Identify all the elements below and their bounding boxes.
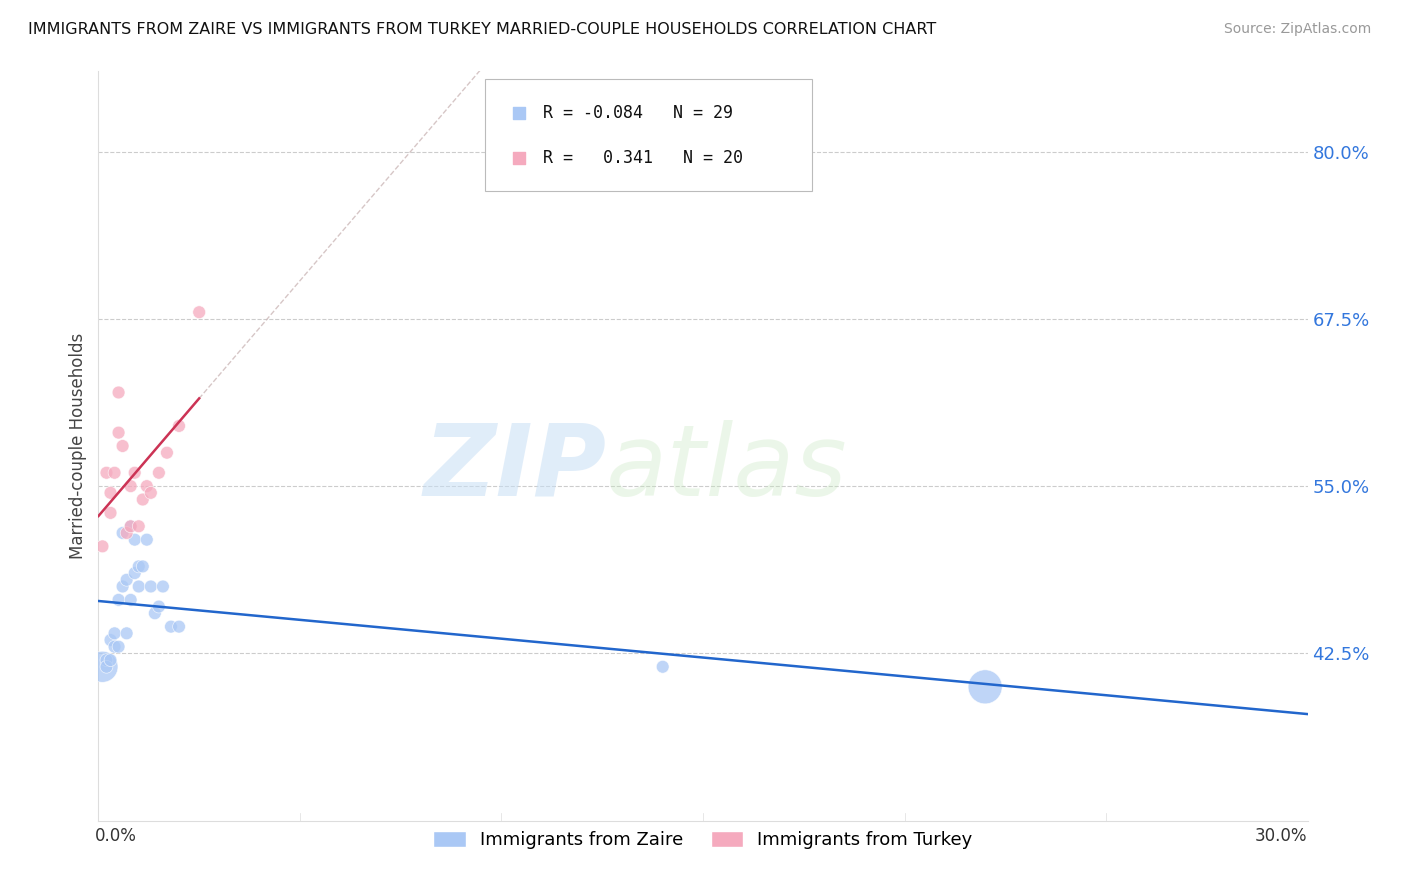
Point (148, 466, 170, 480)
Point (974, 680, 997, 694)
Point (100, 633, 122, 648)
Point (148, 599, 170, 614)
Point (103, 626, 125, 640)
Point (107, 640, 129, 654)
Point (132, 492, 155, 507)
Point (103, 466, 125, 480)
Point (96, 653, 118, 667)
Point (103, 640, 125, 654)
Point (120, 479, 142, 493)
Text: 30.0%: 30.0% (1256, 828, 1308, 846)
Point (156, 446, 179, 460)
Point (128, 559, 150, 574)
Text: Source: ZipAtlas.com: Source: ZipAtlas.com (1223, 22, 1371, 37)
Point (139, 580, 162, 594)
Point (100, 506, 122, 520)
Point (107, 425, 129, 440)
Point (128, 519, 150, 533)
Point (124, 466, 146, 480)
Text: R =   0.341   N = 20: R = 0.341 N = 20 (543, 149, 744, 167)
Point (120, 593, 142, 607)
Point (188, 305, 211, 319)
Point (111, 526, 134, 541)
Point (120, 519, 142, 533)
Point (115, 526, 138, 541)
Point (120, 519, 142, 533)
Point (100, 653, 122, 667)
Point (96, 660, 118, 674)
Point (135, 479, 157, 493)
Point (152, 580, 174, 594)
Text: IMMIGRANTS FROM ZAIRE VS IMMIGRANTS FROM TURKEY MARRIED-COUPLE HOUSEHOLDS CORREL: IMMIGRANTS FROM ZAIRE VS IMMIGRANTS FROM… (28, 22, 936, 37)
Point (107, 385, 129, 400)
Point (167, 620, 190, 634)
Point (651, 660, 673, 674)
Y-axis label: Married-couple Households: Married-couple Households (69, 333, 87, 559)
Point (115, 626, 138, 640)
Point (167, 419, 190, 434)
Point (115, 573, 138, 587)
Point (160, 620, 183, 634)
Point (111, 439, 134, 453)
Point (124, 533, 146, 547)
Point (111, 580, 134, 594)
Point (132, 559, 155, 574)
Legend: Immigrants from Zaire, Immigrants from Turkey: Immigrants from Zaire, Immigrants from T… (426, 824, 980, 856)
Text: R = -0.084   N = 29: R = -0.084 N = 29 (543, 103, 734, 121)
Point (100, 486, 122, 500)
Point (139, 486, 162, 500)
Text: atlas: atlas (606, 420, 848, 517)
Point (96, 466, 118, 480)
Point (91, 539, 114, 553)
Point (124, 566, 146, 581)
FancyBboxPatch shape (485, 78, 811, 191)
Point (107, 593, 129, 607)
Text: ZIP: ZIP (423, 420, 606, 517)
Point (143, 607, 166, 621)
Text: 0.0%: 0.0% (94, 828, 136, 846)
Point (128, 580, 150, 594)
Point (135, 533, 157, 547)
Point (91, 660, 114, 674)
